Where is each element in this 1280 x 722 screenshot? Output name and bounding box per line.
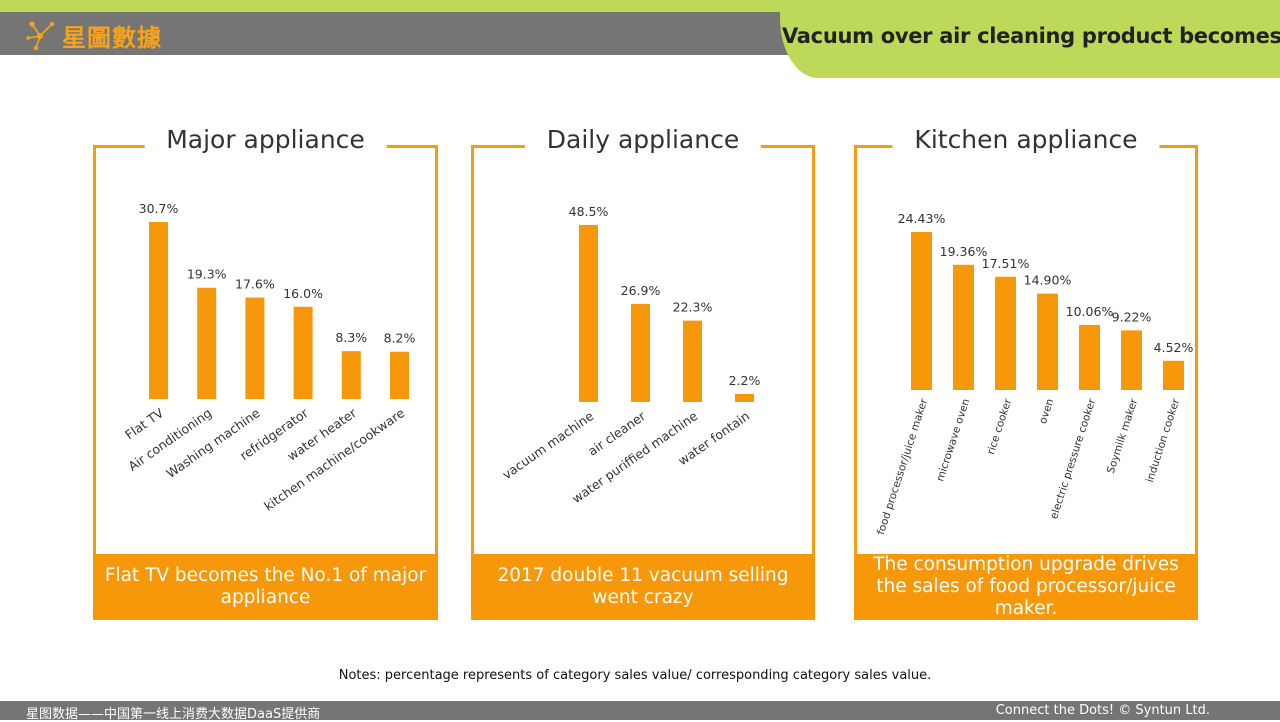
panel-caption: 2017 double 11 vacuum selling went crazy (471, 554, 815, 620)
bar-value-label: 48.5% (569, 204, 609, 219)
bar-4[interactable] (341, 351, 361, 399)
bar-0[interactable] (911, 232, 932, 390)
page-title: Vacuum over air cleaning product becomes… (782, 24, 1280, 48)
category-label: electric pressure cooker (1048, 397, 1099, 521)
footer-copyright: Connect the Dots! © Syntun Ltd. (995, 703, 1210, 718)
bar-value-label: 10.06% (1066, 304, 1114, 319)
header-bar (0, 12, 800, 55)
bar-0[interactable] (149, 222, 168, 399)
category-label: vacuum machine (499, 408, 596, 482)
bar-6[interactable] (1163, 360, 1184, 390)
bar-value-label: 19.3% (187, 267, 227, 282)
bar-value-label: 22.3% (673, 300, 713, 315)
panel-title: Kitchen appliance (892, 125, 1160, 154)
major-appliance-panel: 30.7% Flat TV 19.3% Air conditioning 17.6% Wa… (93, 125, 438, 620)
panel-caption: The consumption upgrade drives the sales… (854, 554, 1198, 620)
kitchen-appliance-chart: 24.43% food processor/juice maker 19.36% mi… (875, 211, 1194, 537)
bar-3[interactable] (293, 306, 313, 399)
bar-value-label: 19.36% (940, 244, 988, 259)
bar-2[interactable] (683, 320, 702, 402)
bar-value-label: 8.2% (384, 331, 416, 346)
category-label: Soymilk maker (1105, 397, 1141, 475)
bar-0[interactable] (579, 225, 598, 402)
bar-2[interactable] (995, 276, 1016, 390)
category-label: food processor/juice maker (875, 397, 931, 537)
bar-1[interactable] (197, 287, 217, 399)
panel-caption: Flat TV becomes the No.1 of major applia… (93, 554, 438, 620)
constellation-icon (26, 21, 55, 51)
category-label: microwave oven (934, 397, 972, 483)
header-title-banner (780, 12, 1280, 78)
bar-value-label: 8.3% (335, 330, 367, 345)
bar-3[interactable] (1037, 293, 1058, 390)
bar-value-label: 24.43% (898, 211, 946, 226)
panel-title: Daily appliance (524, 125, 762, 154)
kitchen-appliance-panel: 24.43% food processor/juice maker 19.36% mi… (854, 125, 1198, 620)
footer-company: 星图数据——中国第一线上消费大数据DaaS提供商 (26, 707, 321, 722)
bar-value-label: 2.2% (729, 373, 761, 388)
brand-logo[interactable]: 星圖數據 (26, 17, 162, 53)
category-label: induction cooker (1144, 397, 1183, 484)
notes-text: Notes: percentage represents of category… (338, 668, 932, 683)
bar-value-label: 16.0% (283, 286, 323, 301)
category-label: rice cooker (985, 397, 1015, 456)
footer-bar: 星图数据——中国第一线上消费大数据DaaS提供商 Connect the Dot… (0, 701, 1280, 722)
panel-title: Major appliance (144, 125, 387, 154)
bar-value-label: 14.90% (1024, 273, 1072, 288)
bar-5[interactable] (1121, 330, 1142, 390)
bar-4[interactable] (1079, 324, 1100, 390)
bar-5[interactable] (390, 351, 409, 399)
bar-1[interactable] (631, 303, 650, 402)
bar-value-label: 9.22% (1112, 309, 1152, 324)
bar-value-label: 17.6% (235, 277, 275, 292)
bar-1[interactable] (953, 264, 974, 390)
bar-3[interactable] (735, 393, 754, 402)
bar-value-label: 26.9% (621, 283, 661, 298)
header-top-strip (0, 0, 1280, 12)
bar-value-label: 17.51% (982, 256, 1030, 271)
logo-text: 星圖數據 (62, 23, 162, 52)
bar-2[interactable] (245, 297, 265, 399)
bar-value-label: 30.7% (139, 201, 179, 216)
category-label: oven (1037, 397, 1056, 425)
daily-appliance-panel: 48.5% vacuum machine 26.9% air cleaner 22.3%… (471, 125, 815, 620)
bar-value-label: 4.52% (1154, 340, 1194, 355)
